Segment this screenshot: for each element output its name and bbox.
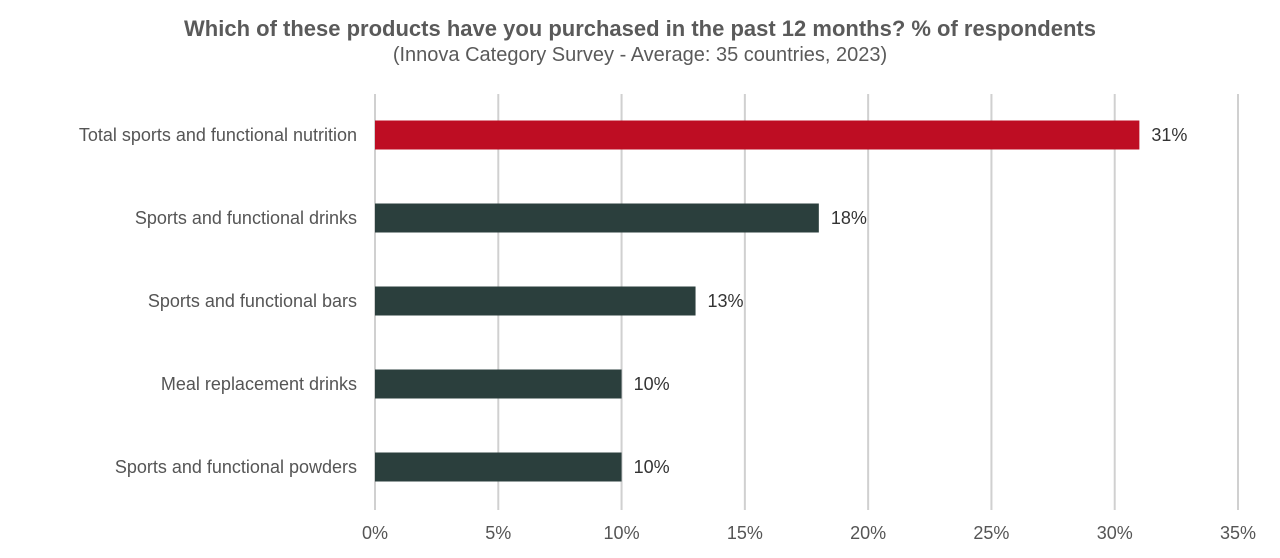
category-label: Sports and functional bars [148,291,357,311]
bar [375,203,819,233]
x-tick-label: 5% [485,523,511,543]
bar [375,452,622,482]
data-label: 31% [1151,125,1187,145]
chart-title: Which of these products have you purchas… [184,16,1096,41]
category-label: Total sports and functional nutrition [79,125,357,145]
x-tick-label: 20% [850,523,886,543]
x-tick-label: 25% [973,523,1009,543]
bar [375,369,622,399]
data-label: 10% [634,457,670,477]
data-label: 18% [831,208,867,228]
data-label: 10% [634,374,670,394]
category-label: Sports and functional powders [115,457,357,477]
x-tick-label: 0% [362,523,388,543]
bar [375,286,696,316]
x-tick-label: 15% [727,523,763,543]
category-label: Sports and functional drinks [135,208,357,228]
data-label: 13% [708,291,744,311]
x-tick-label: 30% [1097,523,1133,543]
bar [375,120,1140,150]
chart-subtitle: (Innova Category Survey - Average: 35 co… [392,44,888,66]
category-label: Meal replacement drinks [161,374,357,394]
x-tick-label: 10% [604,523,640,543]
x-tick-label: 35% [1220,523,1256,543]
